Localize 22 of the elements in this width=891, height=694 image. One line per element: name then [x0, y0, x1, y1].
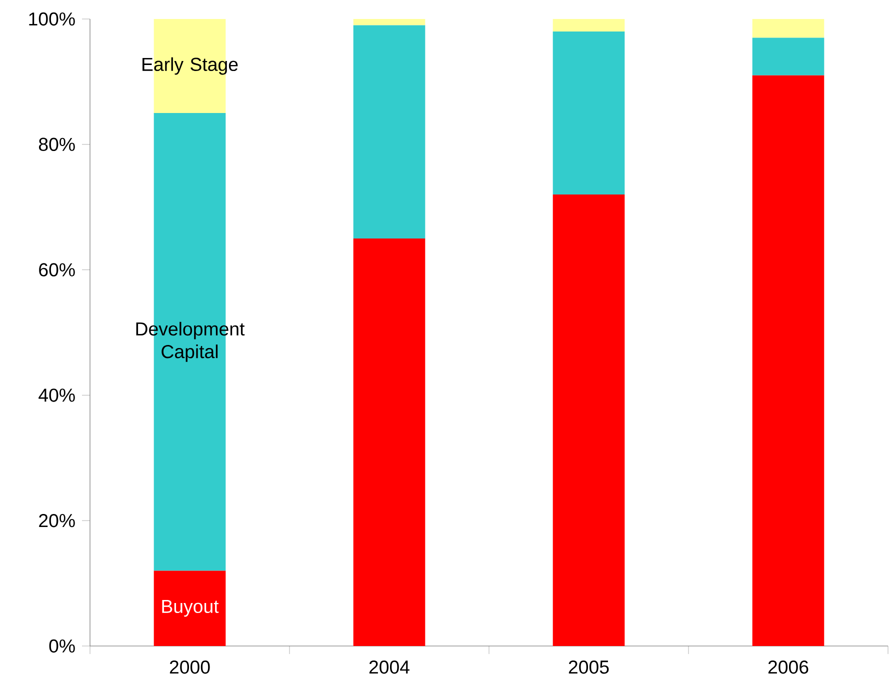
y-tick-label: 100% — [29, 12, 75, 26]
bar — [353, 238, 426, 646]
bar — [752, 19, 824, 38]
series-label: Early Stage — [142, 57, 238, 75]
bar — [752, 38, 824, 76]
bar — [752, 75, 824, 646]
x-tick-label: 2006 — [768, 660, 808, 674]
y-tick-label: 40% — [38, 388, 75, 402]
x-tick-label: 2004 — [369, 660, 410, 674]
bar — [154, 570, 226, 646]
bar — [552, 32, 625, 195]
x-tick-label: 2005 — [568, 660, 609, 674]
x-tick-label: 2000 — [170, 660, 210, 674]
y-tick-label: 0% — [49, 639, 75, 653]
y-tick-label: 20% — [39, 514, 75, 528]
y-tick-label: 80% — [38, 138, 75, 152]
bar — [353, 19, 426, 26]
y-tick-label: 60% — [39, 263, 75, 276]
bar — [552, 19, 625, 32]
bar — [552, 194, 625, 646]
series-label: Buyout — [162, 600, 219, 617]
bar — [353, 25, 426, 238]
